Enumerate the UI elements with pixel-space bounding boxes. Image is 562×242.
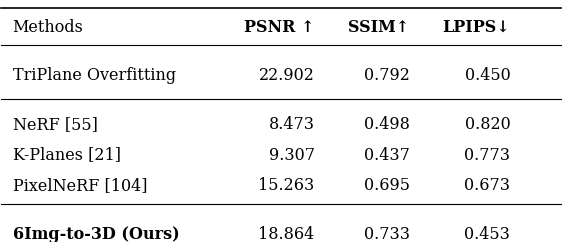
- Text: 0.820: 0.820: [465, 116, 510, 133]
- Text: 0.498: 0.498: [364, 116, 410, 133]
- Text: LPIPS↓: LPIPS↓: [443, 19, 510, 36]
- Text: 15.263: 15.263: [259, 177, 315, 194]
- Text: TriPlane Overfitting: TriPlane Overfitting: [12, 67, 176, 84]
- Text: PixelNeRF [104]: PixelNeRF [104]: [12, 177, 147, 194]
- Text: 0.437: 0.437: [364, 146, 410, 164]
- Text: 0.453: 0.453: [464, 226, 510, 242]
- Text: 6Img-to-3D (Ours): 6Img-to-3D (Ours): [12, 226, 179, 242]
- Text: SSIM↑: SSIM↑: [348, 19, 410, 36]
- Text: 0.673: 0.673: [464, 177, 510, 194]
- Text: K-Planes [21]: K-Planes [21]: [12, 146, 121, 164]
- Text: 0.773: 0.773: [464, 146, 510, 164]
- Text: 8.473: 8.473: [269, 116, 315, 133]
- Text: 0.733: 0.733: [364, 226, 410, 242]
- Text: 0.695: 0.695: [364, 177, 410, 194]
- Text: Methods: Methods: [12, 19, 83, 36]
- Text: NeRF [55]: NeRF [55]: [12, 116, 97, 133]
- Text: PSNR ↑: PSNR ↑: [244, 19, 315, 36]
- Text: 0.792: 0.792: [364, 67, 410, 84]
- Text: 18.864: 18.864: [259, 226, 315, 242]
- Text: 0.450: 0.450: [465, 67, 510, 84]
- Text: 22.902: 22.902: [259, 67, 315, 84]
- Text: 9.307: 9.307: [269, 146, 315, 164]
